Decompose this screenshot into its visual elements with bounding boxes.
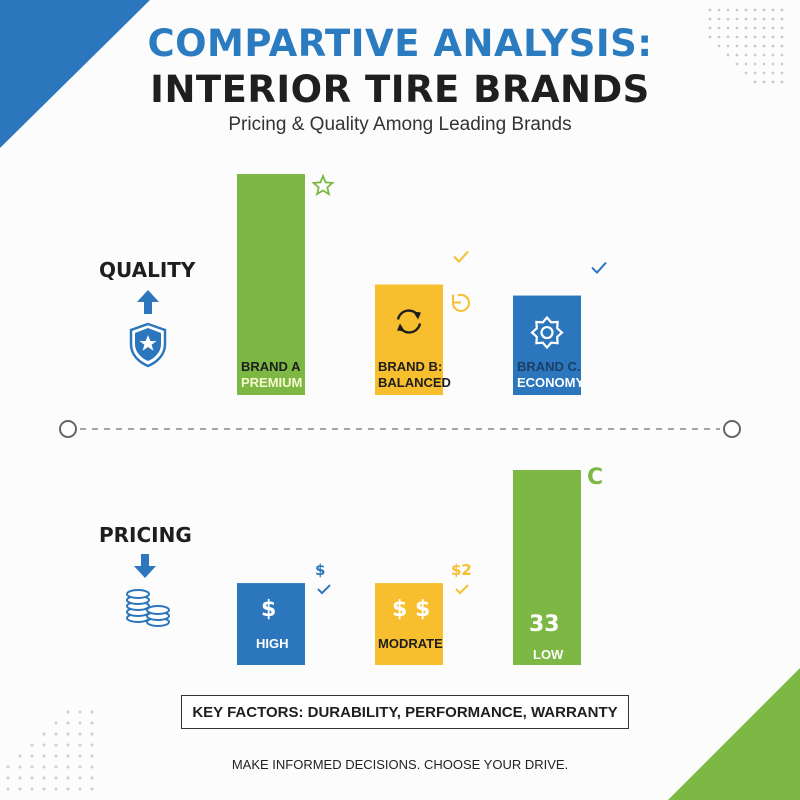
- quality-icons: [129, 290, 167, 368]
- pricing-side-mark-high: $: [315, 561, 326, 579]
- pricing-label: PRICING: [99, 523, 192, 547]
- pricing-bar-label-moderate: MODRATE: [378, 636, 443, 651]
- corner-triangle-top-left: [0, 0, 150, 148]
- pricing-bar-mark-moderate: $ $: [392, 597, 431, 622]
- pricing-bar-mark-high: $: [261, 597, 277, 622]
- key-factors-box: KEY FACTORS: DURABILITY, PERFORMANCE, WA…: [181, 695, 629, 729]
- coin-stack-icon: [126, 589, 170, 627]
- arrow-up-icon: [137, 290, 159, 314]
- pricing-side-mark-low: C: [587, 465, 604, 490]
- pricing-side-mark-moderate: $2: [451, 561, 472, 579]
- quality-bar-2: [513, 295, 581, 395]
- quality-label: QUALITY: [99, 258, 196, 282]
- quality-bar-tier-c: ECONOMY: [517, 375, 585, 390]
- quality-bar-1: [375, 284, 443, 395]
- gear-icon: [530, 315, 564, 350]
- pricing-bar-mark-low: 33: [529, 612, 560, 637]
- check-icon: [317, 584, 331, 595]
- title-line-1: COMPARTIVE ANALYSIS:: [147, 22, 653, 65]
- star-icon: [311, 173, 335, 196]
- corner-triangle-bottom-right: [668, 668, 800, 800]
- footer-tagline: MAKE INFORMED DECISIONS. CHOOSE YOUR DRI…: [231, 757, 569, 772]
- check-icon: [591, 261, 607, 275]
- refresh-icon: [396, 309, 422, 334]
- dot-pattern-bottom-left: [6, 710, 94, 791]
- title-line-2: INTERIOR TIRE BRANDS: [150, 68, 650, 111]
- pricing-bar-label-high: HIGH: [256, 636, 289, 651]
- subtitle: Pricing & Quality Among Leading Brands: [228, 114, 572, 135]
- quality-bar-0: [237, 174, 305, 395]
- divider-node-left: [59, 420, 77, 438]
- check-icon: [455, 584, 469, 595]
- refresh-outline-icon: [451, 293, 470, 312]
- dot-pattern-top-right: [708, 8, 784, 84]
- divider-node-right: [723, 420, 741, 438]
- quality-bar-tier-a: PREMIUM: [241, 375, 303, 390]
- quality-bar-label-a: BRAND A: [241, 359, 301, 374]
- pricing-bar-2: [513, 470, 581, 665]
- pricing-bar-1: [375, 583, 443, 665]
- shield-star-icon: [129, 322, 167, 368]
- quality-bar-label-b: BRAND B:: [378, 359, 443, 374]
- pricing-icons: [126, 554, 170, 627]
- quality-bar-tier-b: BALANCED: [378, 375, 451, 390]
- check-icon: [453, 250, 469, 263]
- quality-bar-label-c: BRAND C.: [517, 359, 581, 374]
- pricing-bar-label-low: LOW: [533, 647, 564, 662]
- pricing-bar-0: [237, 583, 305, 665]
- arrow-down-icon: [134, 554, 156, 578]
